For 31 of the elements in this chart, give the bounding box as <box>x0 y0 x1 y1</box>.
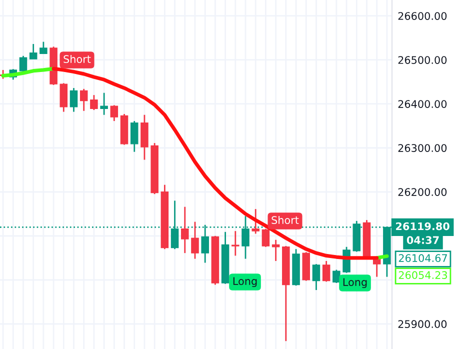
candlestick <box>332 269 340 284</box>
candlestick <box>191 221 199 260</box>
text: 04:37 <box>406 236 439 244</box>
y-tick-label: 26200.00 <box>398 188 447 196</box>
candlestick <box>232 230 240 256</box>
annotation: Long <box>233 277 257 288</box>
candlestick <box>29 43 38 60</box>
candlestick <box>252 208 260 234</box>
candlestick <box>80 88 88 112</box>
candlestick <box>90 94 98 111</box>
candlestick <box>70 87 78 112</box>
candlestick <box>100 92 108 116</box>
candlestick <box>110 104 118 122</box>
candlestick <box>130 120 138 153</box>
y-tick-label: 26400.00 <box>398 100 447 108</box>
y-tick-label: 26500.00 <box>398 56 447 64</box>
annotation: Short <box>272 216 299 224</box>
text: 26104.67 <box>398 254 447 262</box>
candlestick <box>60 82 68 112</box>
text: 26054.23 <box>398 271 448 280</box>
annotation: Short <box>64 54 91 64</box>
candlestick <box>322 260 330 282</box>
y-tick-label: 26600.00 <box>398 12 447 20</box>
candlestick <box>19 55 28 72</box>
annotation: Long <box>343 278 367 288</box>
y-tick-label: 25900.00 <box>398 320 447 328</box>
ref-line-label: 26119.80 <box>396 222 450 230</box>
candlestick <box>312 263 320 291</box>
candlestick <box>181 206 189 254</box>
candlestick <box>40 41 48 54</box>
y-tick-label: 26300.00 <box>398 144 447 152</box>
